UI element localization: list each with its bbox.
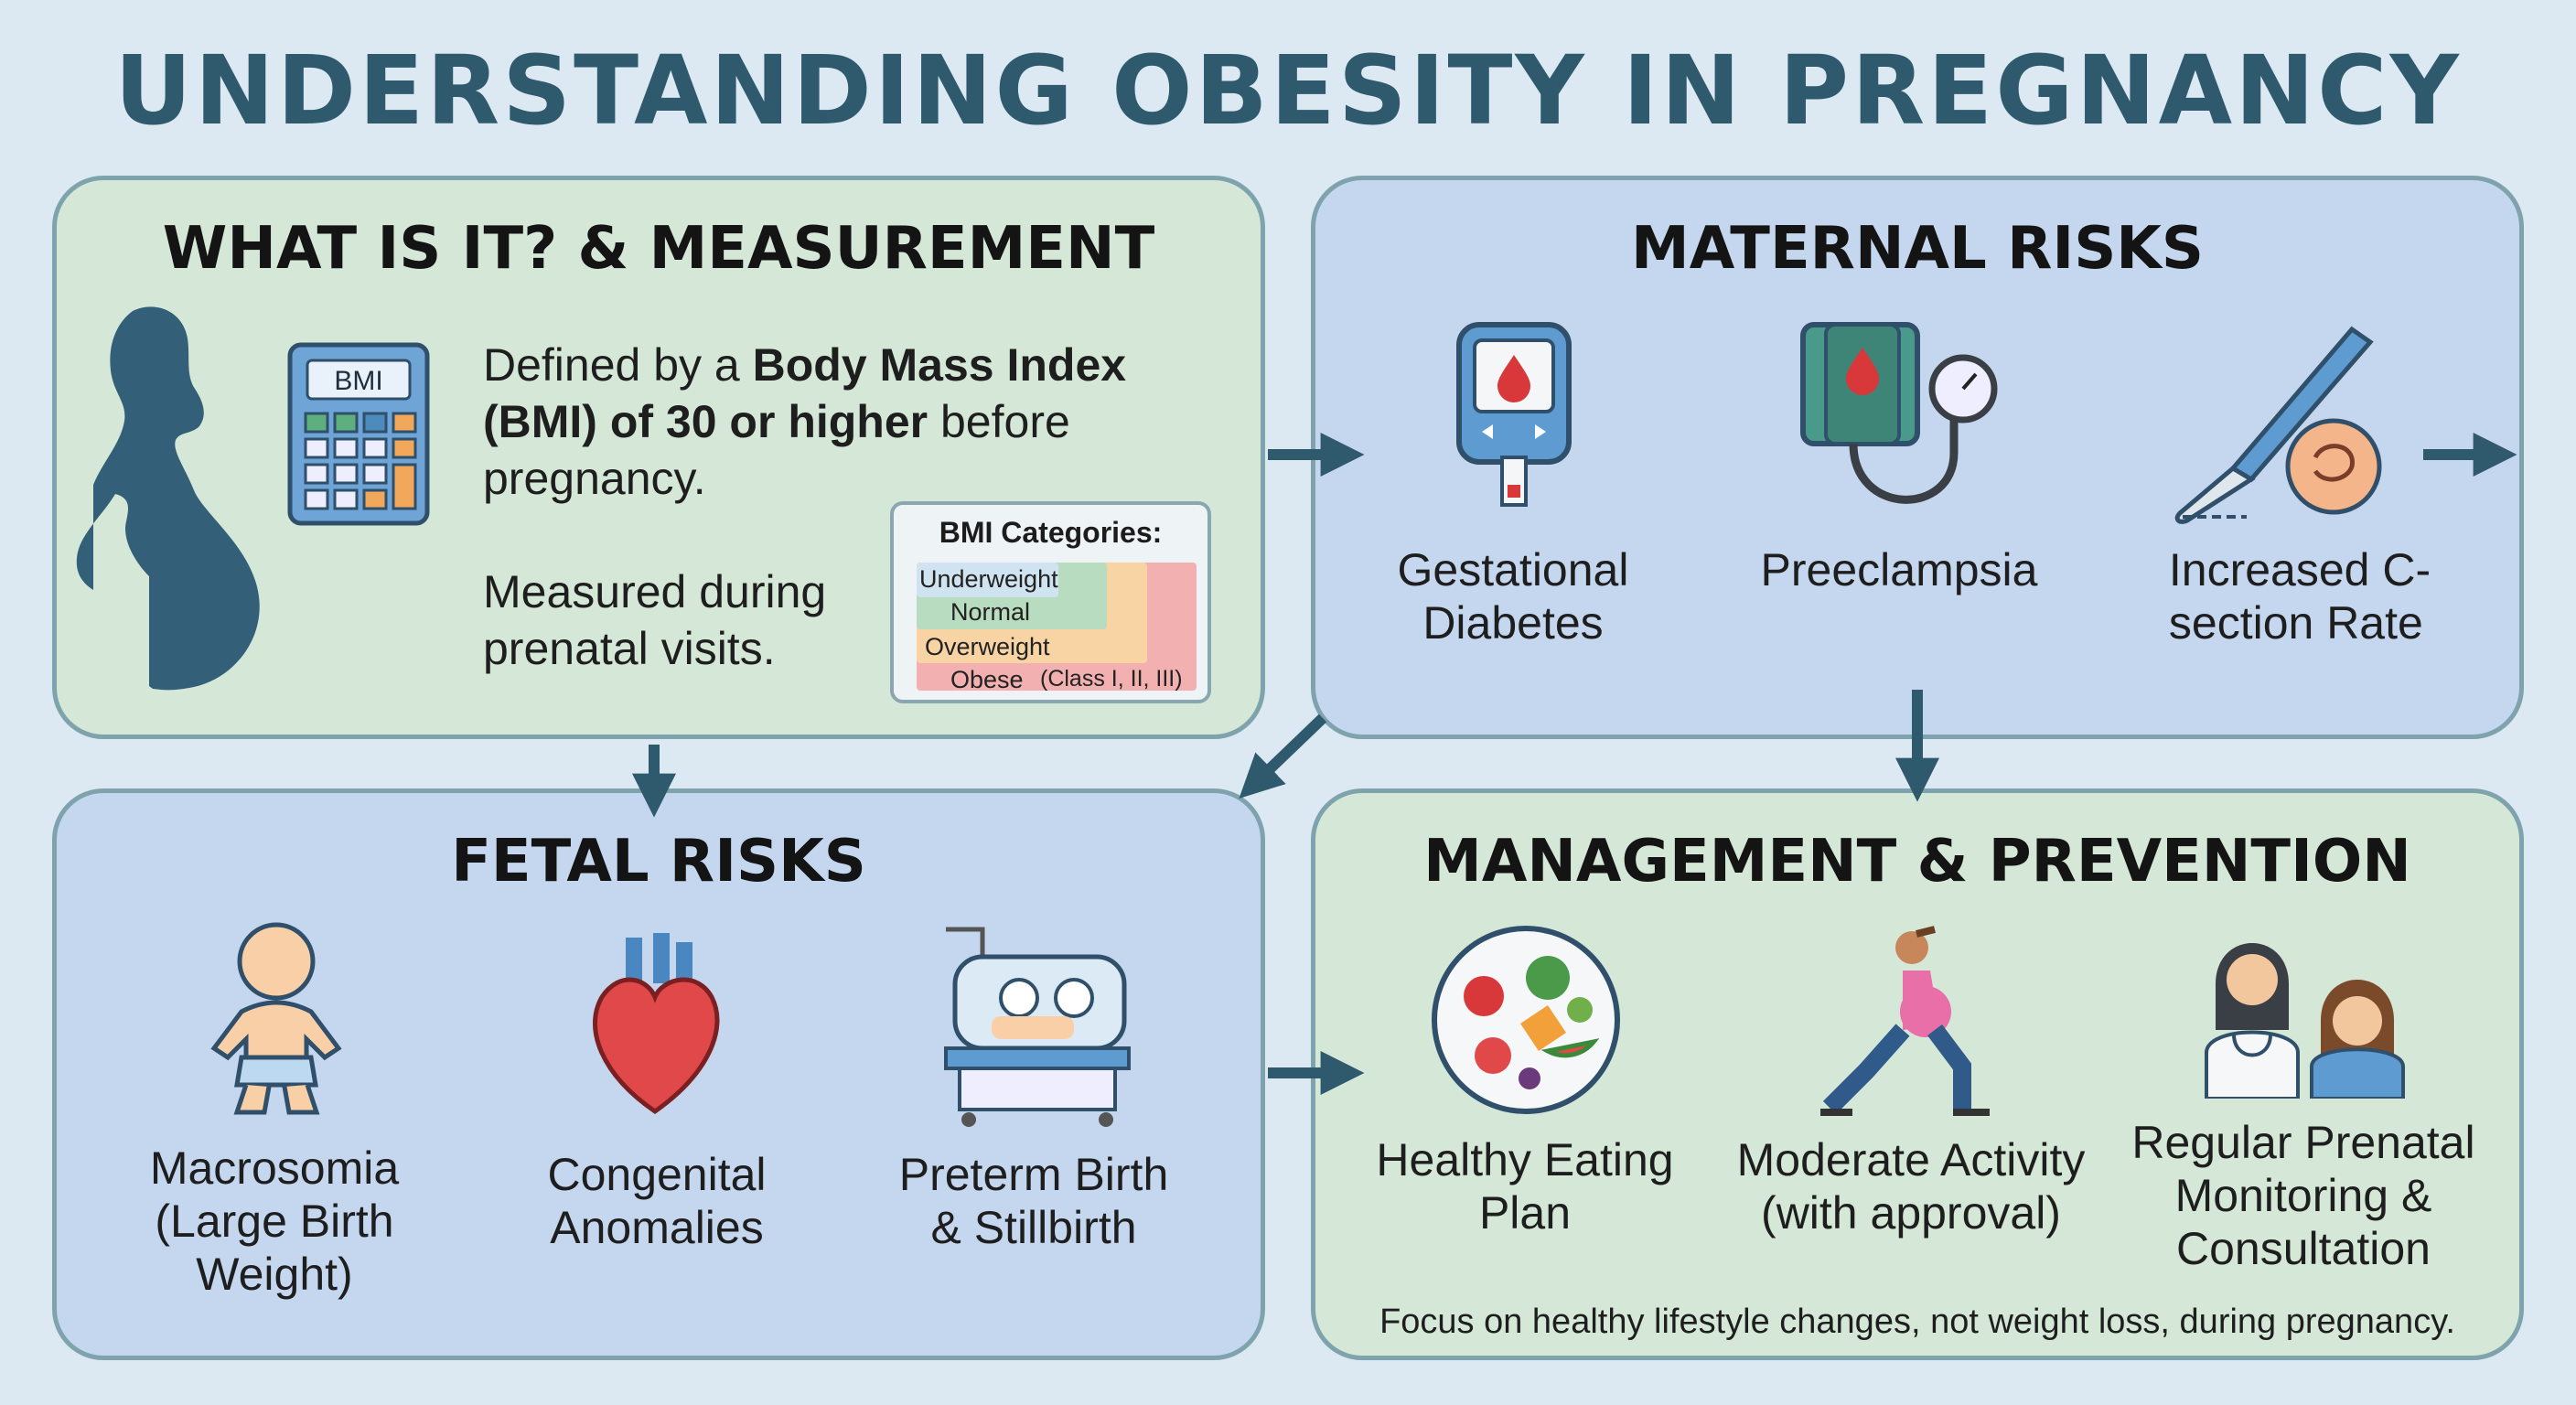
- bmi-calculator-icon: BMI: [287, 342, 430, 526]
- fetal-risk-label: Congenital Anomalies: [547, 1149, 767, 1253]
- fetal-risk-label: Macrosomia (Large Birth Weight): [149, 1142, 400, 1300]
- incubator-icon: [944, 927, 1131, 1127]
- management-label: Healthy Eating Plan: [1376, 1134, 1674, 1239]
- bmi-obese: Obese: [950, 666, 1024, 693]
- blood-pressure-icon: [1800, 322, 1998, 504]
- underweight-band: [917, 563, 1058, 597]
- panel-title: WHAT IS IT? & MEASUREMENT: [162, 215, 1155, 283]
- measured-text: Measured during prenatal visits.: [483, 566, 827, 674]
- bmi-overweight: Overweight: [925, 633, 1050, 660]
- maternal-risk-label: Increased C- section Rate: [2168, 544, 2431, 649]
- pregnant-silhouette-icon: [76, 306, 260, 691]
- definition-pre: Defined by a: [483, 339, 753, 391]
- bmi-obese-note: (Class I, II, III): [1040, 666, 1183, 692]
- management-label: Moderate Activity (with approval): [1736, 1134, 2086, 1239]
- management-footer: Focus on healthy lifestyle changes, not …: [1379, 1303, 2455, 1341]
- bmi-underweight: Underweight: [919, 565, 1058, 593]
- glucometer-icon: [1456, 322, 1572, 507]
- panel-title: FETAL RISKS: [451, 828, 866, 896]
- maternal-risk-label: Preeclampsia: [1760, 544, 2038, 595]
- bmi-categories-heading: BMI Categories:: [939, 516, 1163, 549]
- calculator-label: BMI: [334, 366, 382, 396]
- definition-bold: Body Mass Index (BMI) of 30 or higher: [483, 339, 1127, 447]
- panel-title: MATERNAL RISKS: [1631, 215, 2204, 283]
- exercise-icon: [1820, 926, 1990, 1116]
- scalpel-icon: [2174, 326, 2382, 524]
- page-title: UNDERSTANDING OBESITY IN PREGNANCY: [114, 35, 2462, 146]
- heart-icon: [593, 933, 720, 1115]
- arrow-diagonal-icon: [1239, 713, 1327, 799]
- baby-icon: [210, 922, 342, 1115]
- bmi-normal: Normal: [950, 598, 1031, 626]
- panel-title: MANAGEMENT & PREVENTION: [1423, 828, 2411, 896]
- management-label: Regular Prenatal Monitoring & Consultati…: [2131, 1117, 2475, 1274]
- definition-text: Defined by a Body Mass Index (BMI) of 30…: [483, 337, 1206, 507]
- bmi-categories-box: BMI Categories: Underweight Normal Overw…: [890, 501, 1211, 703]
- fetal-risk-label: Preterm Birth & Stillbirth: [898, 1149, 1169, 1253]
- definition-post: before pregnancy.: [483, 396, 1070, 504]
- food-plate-icon: [1432, 926, 1620, 1114]
- maternal-risk-label: Gestational Diabetes: [1397, 544, 1629, 649]
- doctor-consultation-icon: [2205, 943, 2405, 1099]
